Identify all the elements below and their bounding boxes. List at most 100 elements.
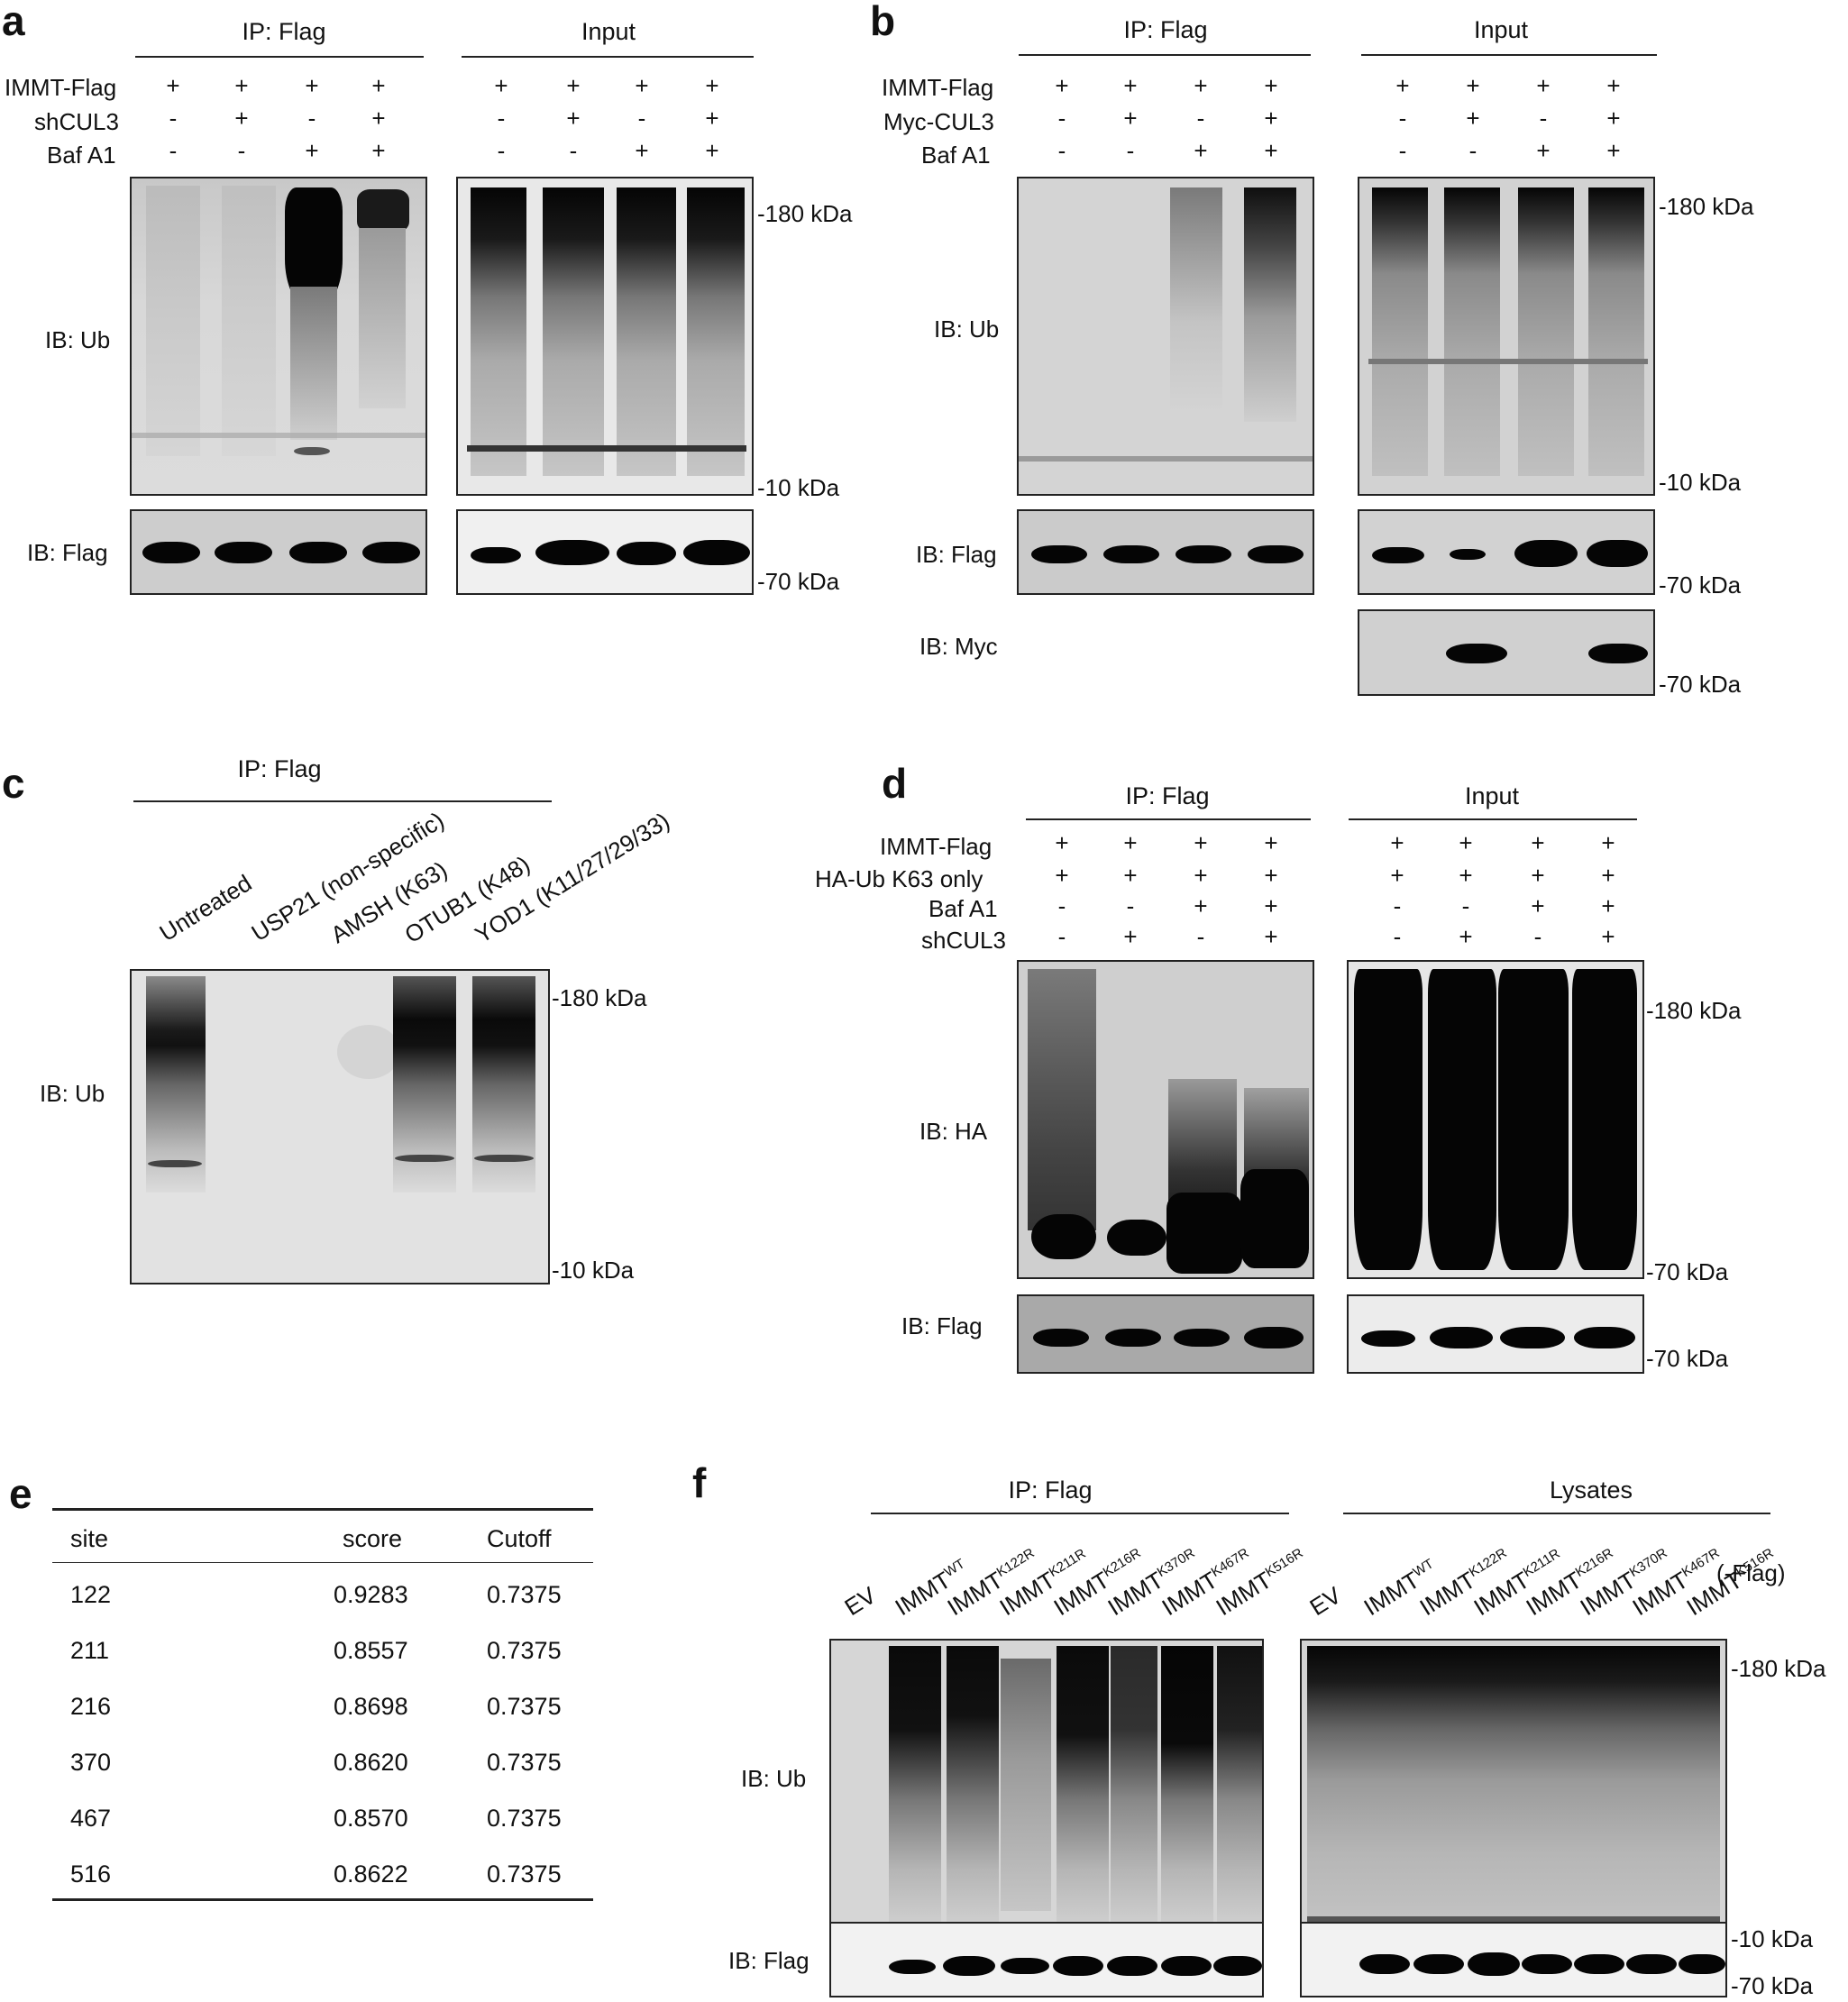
table-cell: 0.8622 [334, 1860, 408, 1888]
panel-label: a [2, 0, 25, 44]
treatment-sign: + [1466, 72, 1480, 99]
treatment-sign: + [234, 72, 249, 99]
table-cell: 0.7375 [487, 1692, 562, 1720]
header-rule [871, 1513, 1289, 1514]
treatment-sign: + [1264, 862, 1278, 889]
marker-70: -70 kDa [757, 568, 840, 595]
blot-label: IB: Flag [901, 1312, 983, 1339]
blot-ip-ha [1017, 960, 1314, 1279]
treatment-sign: + [494, 72, 508, 99]
treatment-sign: - [1057, 137, 1066, 164]
treatment-sign: + [371, 105, 386, 132]
treatment-sign: - [1057, 892, 1066, 919]
lysate-header: Lysates [1549, 1476, 1633, 1504]
treatment-sign: - [1196, 105, 1205, 132]
table-top-rule [52, 1508, 593, 1511]
treatment-sign: - [1126, 137, 1135, 164]
row-label: Baf A1 [47, 142, 116, 169]
blot-label: IB: Myc [919, 633, 998, 660]
row-label: Myc-CUL3 [883, 108, 994, 135]
treatment-sign: + [1536, 72, 1551, 99]
lane-label: EV [1304, 1581, 1346, 1622]
treatment-sign: + [1194, 137, 1208, 164]
table-cell: 122 [70, 1580, 112, 1608]
table-row: 211 0.8557 0.7375 [70, 1623, 575, 1678]
blot-label: IB: Flag [728, 1947, 810, 1974]
blot-label: IB: Ub [45, 326, 111, 353]
header-rule [1026, 818, 1311, 820]
treatment-sign: - [1398, 137, 1407, 164]
treatment-sign: + [1264, 72, 1278, 99]
panel-label: d [882, 760, 908, 807]
table-cell: 516 [70, 1860, 112, 1888]
blot-input-ub [456, 177, 754, 496]
table-header-rule [52, 1562, 593, 1563]
table-cell: 0.7375 [487, 1748, 562, 1776]
blot-lysate-flag [1300, 1922, 1727, 1997]
table-row: 216 0.8698 0.7375 [70, 1678, 575, 1734]
marker-10: -10 kDa [552, 1257, 635, 1284]
treatment-sign: - [1126, 892, 1135, 919]
column-header: Cutoff [487, 1524, 552, 1552]
blot-input-flag [1358, 509, 1655, 595]
marker-70: -70 kDa [1659, 671, 1742, 698]
treatment-sign: + [1390, 862, 1404, 889]
row-label: shCUL3 [921, 927, 1006, 954]
treatment-sign: - [1057, 105, 1066, 132]
treatment-sign: - [1196, 923, 1205, 950]
blot-label: IB: Ub [40, 1080, 105, 1107]
table-cell: 0.8557 [334, 1636, 408, 1664]
table-cell: 0.7375 [487, 1580, 562, 1608]
treatment-sign: + [1264, 892, 1278, 919]
table-header-row: site score Cutoff [70, 1511, 575, 1567]
treatment-sign: + [1264, 105, 1278, 132]
flag-note: (-Flag) [1716, 1559, 1786, 1586]
input-header: Input [1464, 782, 1520, 809]
treatment-sign: + [1194, 72, 1208, 99]
treatment-sign: - [1468, 137, 1477, 164]
table-cell: 0.8698 [334, 1692, 408, 1720]
marker-70: -70 kDa [1646, 1258, 1729, 1285]
table-row: 370 0.8620 0.7375 [70, 1734, 575, 1790]
marker-180: -180 kDa [757, 200, 853, 227]
treatment-sign: - [1057, 923, 1066, 950]
marker-180: -180 kDa [1659, 193, 1754, 220]
site-score-table: site score Cutoff 122 0.9283 0.7375 211 0.85… [70, 1511, 575, 1902]
table-cell: 0.7375 [487, 1860, 562, 1888]
panel-label: e [9, 1470, 32, 1517]
blot-input-ub [1358, 177, 1655, 496]
header-rule [1343, 1513, 1770, 1514]
blot-input-ha [1347, 960, 1644, 1279]
treatment-sign: - [497, 105, 506, 132]
treatment-sign: + [1123, 923, 1138, 950]
treatment-sign: - [1398, 105, 1407, 132]
blot-input-flag [1347, 1294, 1644, 1374]
blot-label: IB: Flag [27, 539, 108, 566]
treatment-sign: + [1395, 72, 1410, 99]
treatment-sign: + [1601, 892, 1615, 919]
treatment-sign: + [166, 72, 180, 99]
marker-180: -180 kDa [1731, 1655, 1826, 1682]
header-rule [135, 56, 424, 58]
treatment-sign: - [307, 105, 316, 132]
row-label: IMMT-Flag [882, 74, 994, 101]
header-rule [133, 800, 552, 802]
ip-header: IP: Flag [237, 755, 322, 782]
treatment-sign: + [371, 72, 386, 99]
blot-ip-ub [829, 1639, 1264, 1954]
treatment-sign: + [1536, 137, 1551, 164]
row-label: IMMT-Flag [5, 74, 117, 101]
row-label: Baf A1 [929, 895, 998, 922]
ip-header: IP: Flag [242, 18, 326, 45]
treatment-sign: - [1393, 892, 1402, 919]
panel-label: c [2, 760, 25, 807]
treatment-sign: - [569, 137, 578, 164]
table-cell: 0.7375 [487, 1804, 562, 1832]
table-bottom-rule [52, 1898, 593, 1901]
treatment-sign: + [1606, 72, 1621, 99]
blot-input-myc [1358, 609, 1655, 696]
treatment-sign: - [1393, 923, 1402, 950]
treatment-sign: + [1601, 923, 1615, 950]
blot-ip-ub [130, 969, 550, 1284]
treatment-sign: + [234, 105, 249, 132]
